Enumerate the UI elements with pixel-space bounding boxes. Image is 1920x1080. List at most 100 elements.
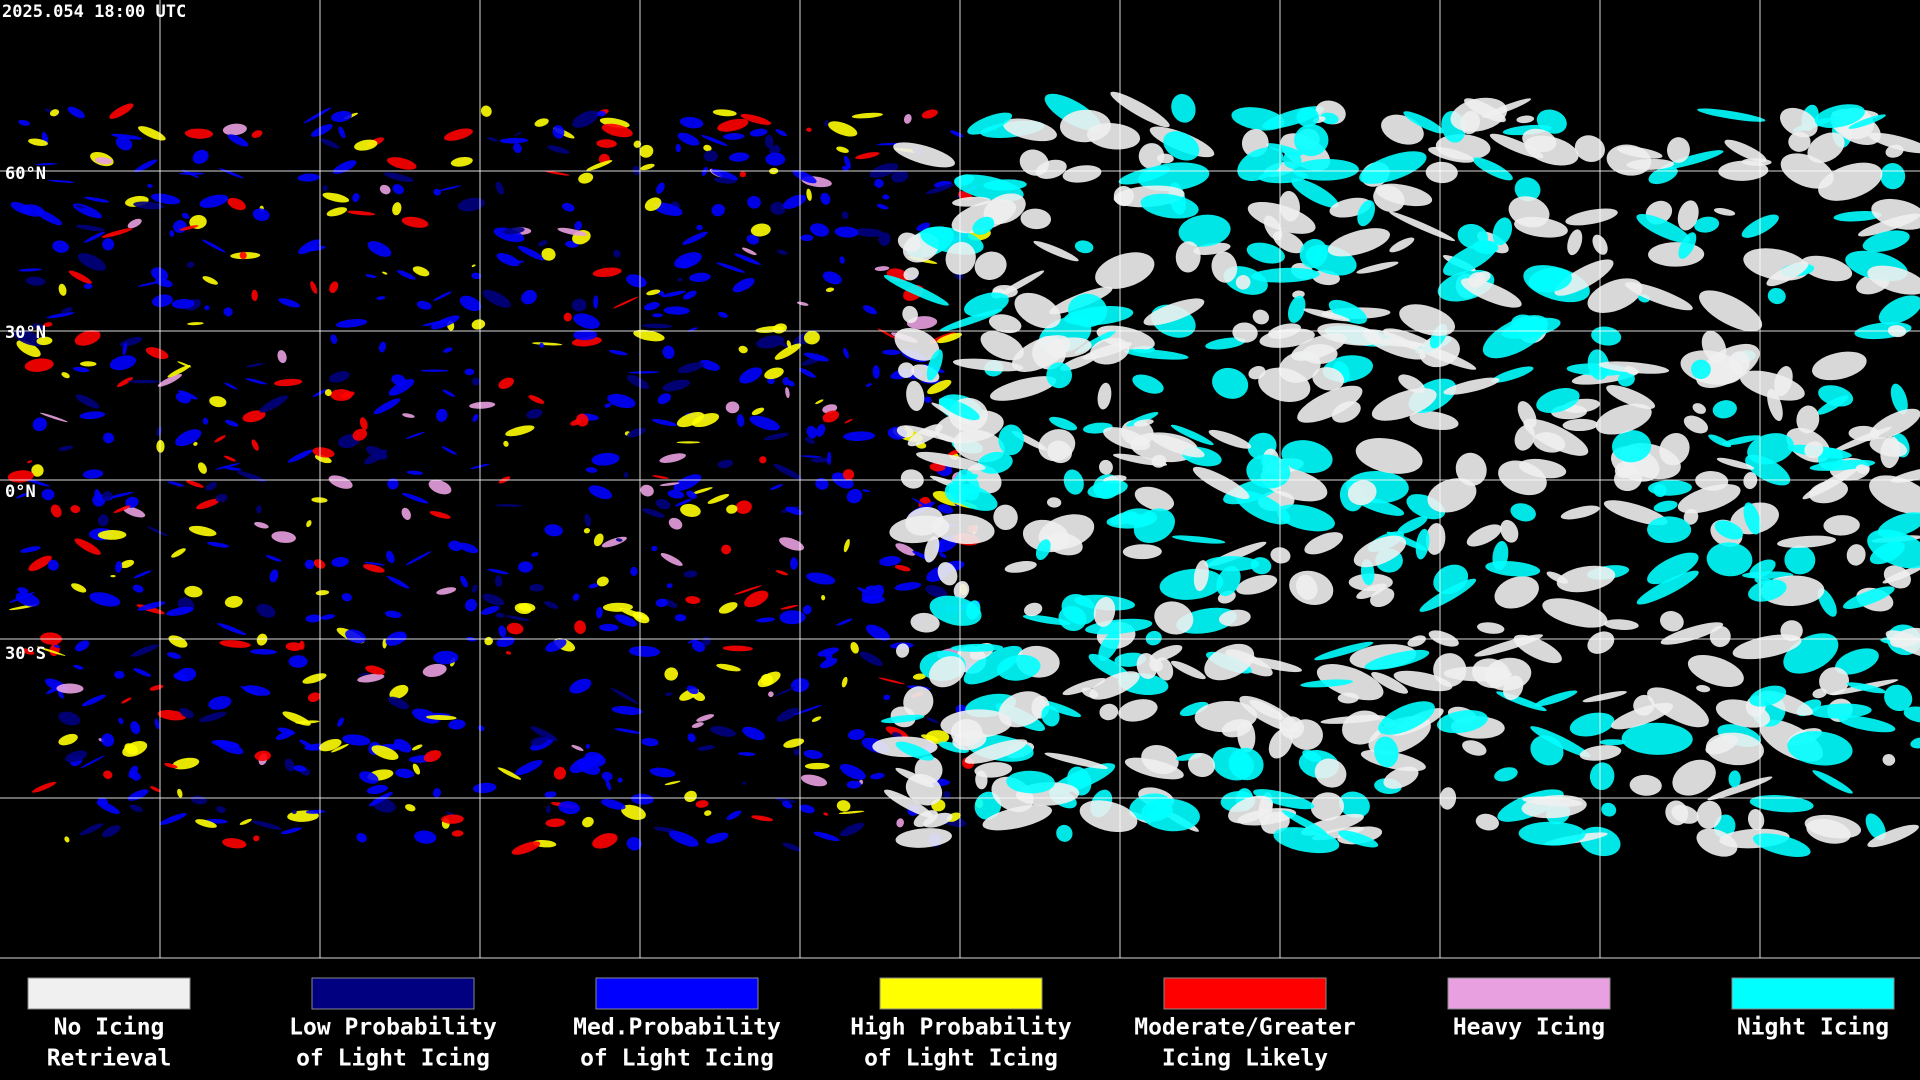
icing-patch	[402, 413, 415, 418]
cloud-patch	[1443, 241, 1498, 276]
icing-patch	[825, 651, 833, 661]
cloud-patch	[1474, 634, 1543, 657]
icing-patch	[652, 475, 669, 479]
cloud-patch	[1081, 687, 1099, 698]
icing-patch	[736, 414, 745, 427]
icing-patch	[265, 555, 282, 562]
icing-patch	[815, 477, 829, 490]
icing-patch	[651, 545, 658, 552]
icing-patch	[526, 408, 543, 419]
icing-patch	[785, 506, 803, 516]
cloud-patch	[1087, 480, 1128, 499]
icing-patch	[687, 733, 696, 743]
icing-patch	[495, 575, 503, 588]
icing-patch	[471, 264, 476, 268]
icing-patch	[441, 446, 457, 455]
icing-patch	[448, 719, 466, 730]
icing-patch	[177, 788, 183, 798]
icing-patch	[58, 283, 67, 296]
icing-patch	[764, 367, 784, 380]
cloud-patch	[1661, 150, 1724, 170]
icing-patch	[50, 504, 62, 518]
cloud-patch	[1136, 653, 1158, 680]
cloud-patch	[1867, 824, 1919, 848]
cloud-patch	[1491, 366, 1534, 383]
icing-patch	[676, 411, 705, 428]
icing-patch	[147, 526, 168, 537]
cloud-patch	[1626, 158, 1675, 170]
cloud-patch	[1489, 133, 1544, 159]
icing-patch	[133, 668, 152, 677]
icing-patch	[271, 531, 296, 543]
icing-patch	[546, 805, 551, 814]
icing-patch	[28, 555, 52, 572]
cloud-patch	[1099, 703, 1119, 721]
cloud-patch	[883, 275, 949, 306]
legend-label: No Icing	[54, 1015, 165, 1041]
icing-patch	[31, 464, 44, 477]
icing-patch	[563, 312, 572, 322]
icing-patch	[159, 813, 187, 825]
cloud-patch	[1149, 644, 1183, 662]
icing-patch	[307, 692, 321, 702]
icing-patch	[660, 552, 683, 566]
icing-patch	[738, 345, 748, 354]
cloud-patch	[1302, 749, 1322, 763]
cloud-patch	[1565, 208, 1618, 226]
icing-patch	[199, 194, 229, 208]
cloud-patch	[1672, 759, 1716, 796]
cloud-patch	[1514, 177, 1541, 202]
icing-patch	[101, 228, 133, 238]
icing-patch	[495, 181, 504, 195]
icing-patch	[679, 259, 692, 269]
icing-patch	[448, 540, 463, 552]
icing-patch	[430, 315, 460, 330]
icing-patch	[298, 239, 321, 255]
cloud-patch	[931, 513, 995, 545]
icing-patch	[505, 615, 531, 622]
icing-patch	[43, 322, 53, 327]
icing-patch	[345, 629, 366, 644]
icing-patch	[104, 491, 134, 500]
cloud-patch	[1231, 107, 1285, 131]
cloud-patch	[903, 267, 919, 281]
icing-patch	[222, 123, 247, 136]
icing-patch	[330, 334, 338, 344]
cloud-patch	[963, 645, 1023, 685]
cloud-patch	[1433, 653, 1467, 687]
icing-patch	[365, 274, 377, 278]
cloud-patch	[1784, 545, 1816, 575]
icing-patch	[756, 335, 785, 349]
icing-patch	[676, 441, 701, 444]
cloud-patch	[1819, 667, 1850, 696]
legend-label: of Light Icing	[296, 1046, 490, 1072]
cloud-patch	[1692, 403, 1706, 414]
icing-patch	[943, 791, 951, 799]
cloud-patch	[1485, 560, 1541, 577]
cloud-patch	[1327, 228, 1390, 257]
cloud-patch	[1294, 124, 1329, 157]
icing-patch	[553, 766, 566, 780]
icing-patch	[314, 454, 332, 464]
icing-patch	[224, 455, 236, 462]
icing-patch	[487, 568, 509, 575]
icing-patch	[254, 750, 271, 762]
icing-patch	[664, 667, 678, 681]
cloud-patch	[1074, 240, 1094, 254]
cloud-patch	[1062, 165, 1102, 183]
cloud-patch	[1450, 97, 1508, 132]
cloud-patch	[1855, 464, 1870, 474]
icing-patch	[840, 822, 865, 837]
icing-patch	[47, 559, 59, 571]
icing-patch	[10, 201, 33, 215]
icing-patch	[751, 407, 765, 416]
cloud-patch	[1818, 385, 1854, 407]
icing-patch	[61, 372, 70, 379]
cloud-patch	[1806, 818, 1851, 844]
icing-patch	[52, 240, 69, 253]
cloud-patch	[1273, 230, 1305, 254]
cloud-patch	[1022, 614, 1071, 626]
icing-patch	[838, 810, 865, 814]
icing-patch	[83, 231, 106, 243]
icing-patch	[717, 118, 749, 132]
